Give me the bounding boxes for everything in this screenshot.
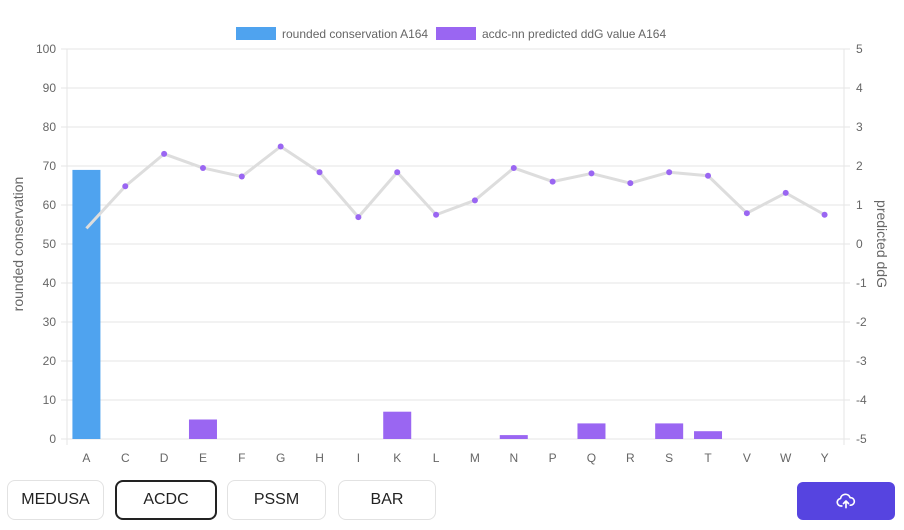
y-tick-label: 50 bbox=[43, 237, 57, 251]
x-tick-label: W bbox=[780, 451, 792, 465]
bars bbox=[72, 169, 723, 439]
line-point bbox=[161, 150, 168, 157]
x-tick-label: H bbox=[315, 451, 324, 465]
bar bbox=[577, 423, 606, 439]
x-tick-label: I bbox=[357, 451, 360, 465]
legend: rounded conservation A164 acdc-nn predict… bbox=[236, 27, 666, 41]
legend-swatch bbox=[236, 27, 276, 40]
y-axis-title: rounded conservation bbox=[10, 177, 26, 312]
bar bbox=[72, 169, 101, 439]
y2-axis-title: predicted ddG bbox=[874, 200, 890, 288]
y-tick-label: 80 bbox=[43, 120, 57, 134]
bar bbox=[655, 423, 684, 439]
line-point bbox=[199, 164, 206, 171]
y-tick-label: 10 bbox=[43, 393, 57, 407]
line-point bbox=[238, 173, 245, 180]
y2-tick-label: 5 bbox=[856, 42, 863, 56]
x-tick-label: R bbox=[626, 451, 635, 465]
line-point bbox=[549, 178, 556, 185]
line-point bbox=[821, 211, 828, 218]
x-tick-label: E bbox=[199, 451, 207, 465]
x-tick-label: A bbox=[82, 451, 90, 465]
line-point bbox=[588, 170, 595, 177]
x-tick-label: K bbox=[393, 451, 401, 465]
line-point bbox=[316, 169, 323, 176]
bar-button[interactable]: BAR bbox=[338, 480, 436, 520]
y2-tick-label: 4 bbox=[856, 81, 863, 95]
medusa-button[interactable]: MEDUSA bbox=[7, 480, 104, 520]
line-point bbox=[510, 164, 517, 171]
chart: 0 10 20 30 40 50 60 70 80 90 100 -5 -4 -3 -2 -1 0 1 2 3 4 5 A C… bbox=[10, 27, 890, 465]
axes: 0 10 20 30 40 50 60 70 80 90 100 -5 -4 -3 -2 -1 0 1 2 3 4 5 A C… bbox=[10, 42, 890, 465]
y2-tick-label: -2 bbox=[856, 315, 867, 329]
line-point bbox=[277, 143, 284, 150]
acdc-button[interactable]: ACDC bbox=[115, 480, 217, 520]
y2-tick-label: -3 bbox=[856, 354, 867, 368]
bar bbox=[188, 419, 217, 439]
line-point bbox=[743, 210, 750, 217]
x-tick-label: V bbox=[743, 451, 751, 465]
x-tick-label: Y bbox=[821, 451, 829, 465]
bar bbox=[694, 431, 723, 439]
bar bbox=[499, 435, 528, 439]
line-point bbox=[433, 211, 440, 218]
y2-tick-label: 1 bbox=[856, 198, 863, 212]
y-tick-label: 20 bbox=[43, 354, 57, 368]
x-tick-label: G bbox=[276, 451, 285, 465]
upload-button[interactable] bbox=[797, 482, 895, 520]
line-point bbox=[122, 183, 129, 190]
line-point bbox=[666, 169, 673, 176]
x-tick-label: M bbox=[470, 451, 480, 465]
legend-label: rounded conservation A164 bbox=[282, 27, 428, 41]
legend-swatch bbox=[436, 27, 476, 40]
x-tick-label: L bbox=[433, 451, 440, 465]
y-tick-label: 40 bbox=[43, 276, 57, 290]
x-tick-label: C bbox=[121, 451, 130, 465]
y2-tick-label: -4 bbox=[856, 393, 867, 407]
x-tick-label: S bbox=[665, 451, 673, 465]
line-point bbox=[782, 189, 789, 196]
cloud-upload-icon bbox=[836, 493, 856, 509]
x-tick-label: N bbox=[509, 451, 518, 465]
ddg-line bbox=[85, 143, 828, 230]
ddg-line-path bbox=[85, 145, 826, 230]
x-tick-label: P bbox=[549, 451, 557, 465]
y-tick-label: 100 bbox=[36, 42, 56, 56]
legend-label: acdc-nn predicted ddG value A164 bbox=[482, 27, 666, 41]
y-tick-label: 90 bbox=[43, 81, 57, 95]
grid-lines bbox=[61, 48, 850, 445]
x-tick-label: T bbox=[704, 451, 712, 465]
y-tick-label: 60 bbox=[43, 198, 57, 212]
line-point bbox=[471, 197, 478, 204]
y2-tick-label: 2 bbox=[856, 159, 863, 173]
y2-tick-label: 3 bbox=[856, 120, 863, 134]
pssm-button[interactable]: PSSM bbox=[227, 480, 326, 520]
x-tick-label: D bbox=[160, 451, 169, 465]
line-point bbox=[627, 180, 634, 187]
y2-tick-label: -1 bbox=[856, 276, 867, 290]
line-point bbox=[355, 214, 362, 221]
y-tick-label: 0 bbox=[49, 432, 56, 446]
y-tick-label: 70 bbox=[43, 159, 57, 173]
x-tick-label: F bbox=[238, 451, 245, 465]
line-point bbox=[394, 169, 401, 176]
bar bbox=[383, 411, 412, 439]
line-point bbox=[705, 172, 712, 179]
x-tick-label: Q bbox=[587, 451, 596, 465]
y-tick-label: 30 bbox=[43, 315, 57, 329]
y2-tick-label: -5 bbox=[856, 432, 867, 446]
y2-tick-label: 0 bbox=[856, 237, 863, 251]
